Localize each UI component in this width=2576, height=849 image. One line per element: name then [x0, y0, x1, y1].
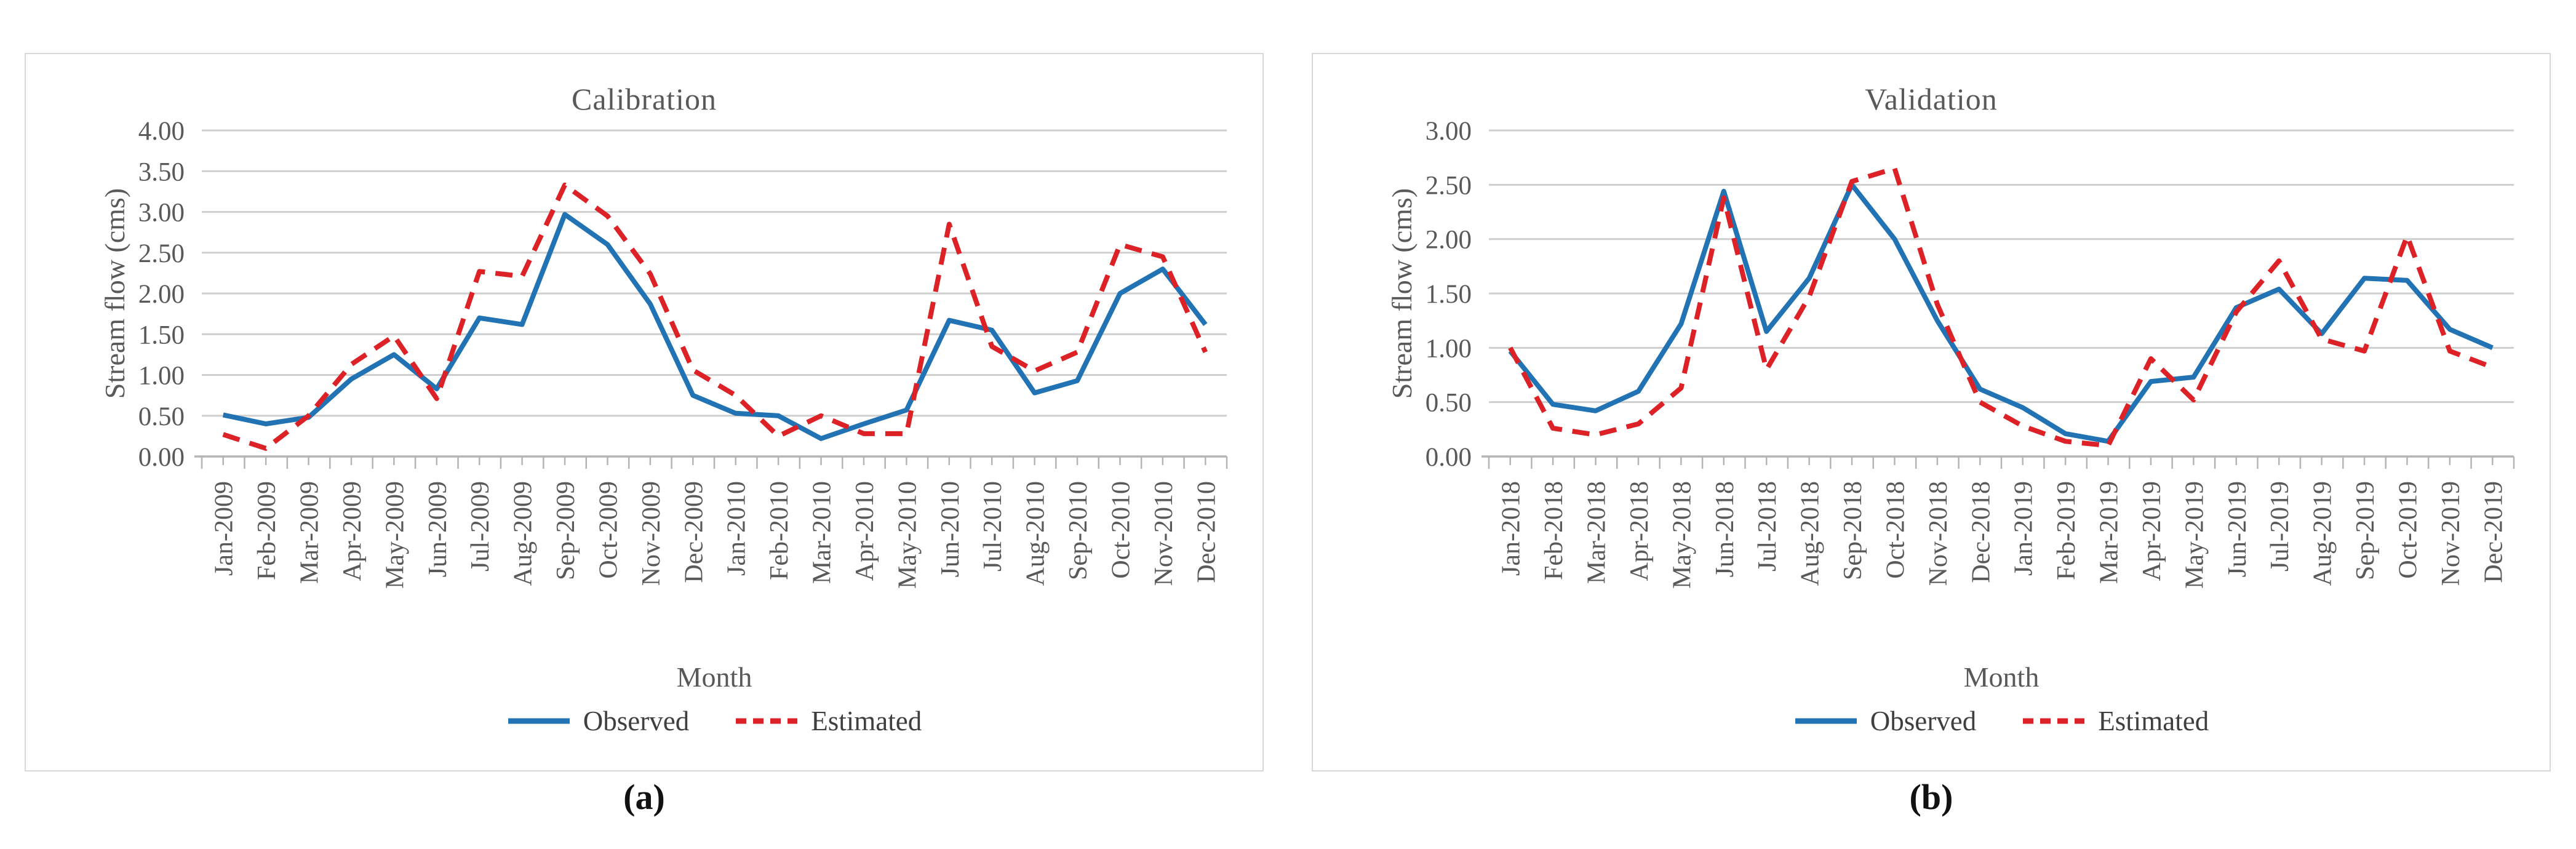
x-tick-label: Feb-2019	[2052, 481, 2081, 580]
series-line-estimated	[1508, 165, 2494, 448]
x-tick-label: Oct-2018	[1881, 481, 1910, 579]
y-tick-label: 1.50	[1426, 280, 1472, 309]
chart-title-validation: Validation	[1865, 82, 1998, 116]
x-tick-label: Jul-2010	[979, 481, 1007, 572]
x-tick-label: Jul-2019	[2266, 481, 2294, 572]
y-tick-label: 3.00	[1426, 117, 1472, 146]
x-tick-label: Dec-2018	[1967, 481, 1995, 583]
y-tick-label: 2.00	[138, 280, 185, 309]
x-tick-label: May-2019	[2180, 481, 2209, 589]
x-tick-label: Jan-2019	[2010, 481, 2038, 576]
x-tick-label: Jun-2010	[936, 481, 965, 577]
x-tick-label: May-2009	[381, 481, 409, 589]
plot-area-validation: 0.00 0.50 1.00 1.50 2.00 2.50 3.00 Jan-2018 Feb-…	[1426, 117, 2515, 589]
legend-validation: Observed Estimated	[1489, 705, 2514, 737]
legend-label-observed: Observed	[583, 706, 690, 736]
x-tick-label: Sep-2018	[1839, 481, 1867, 580]
y-tick-label: 2.50	[138, 239, 185, 268]
x-tick-label: Feb-2018	[1540, 481, 1568, 580]
plot-area-calibration: 0.00 0.50 1.00 1.50 2.00 2.50 3.00 3.50 4.00 Jan-…	[138, 117, 1228, 589]
x-tick-label: Aug-2009	[509, 481, 538, 586]
x-tick-label: Mar-2019	[2095, 481, 2124, 584]
estimated-line-swatch	[736, 718, 798, 724]
x-tick-label: Nov-2018	[1924, 481, 1953, 586]
x-tick-label: Jun-2018	[1711, 481, 1739, 577]
chart-title-calibration: Calibration	[572, 82, 717, 116]
x-tick-label: Oct-2010	[1107, 481, 1135, 579]
legend-item-observed: Observed	[1794, 705, 1976, 737]
x-tick-label: Mar-2009	[296, 481, 324, 584]
x-tick-label: Apr-2019	[2138, 481, 2166, 581]
x-tick-label: Sep-2009	[552, 481, 580, 580]
x-tick-label: Jul-2009	[466, 481, 495, 572]
y-tick-label: 1.00	[1426, 334, 1472, 363]
series-line-observed	[1508, 182, 2494, 444]
x-tick-label: Aug-2018	[1796, 481, 1825, 586]
y-tick-label: 3.50	[138, 157, 185, 186]
x-tick-label: Sep-2019	[2351, 481, 2380, 580]
x-tick-label: Nov-2009	[637, 481, 666, 586]
x-tick-label: Jan-2010	[723, 481, 751, 576]
y-tick-label: 0.50	[1426, 389, 1472, 418]
x-tick-label: Dec-2009	[680, 481, 708, 583]
x-tick-label: Oct-2009	[594, 481, 623, 579]
x-axis-title-validation: Month	[1963, 661, 2040, 693]
x-tick-label: Jun-2009	[424, 481, 452, 577]
y-tick-label: 1.00	[138, 362, 185, 391]
x-tick-label: Feb-2010	[765, 481, 794, 580]
x-tick-label: Nov-2010	[1150, 481, 1178, 586]
x-tick-label: Aug-2019	[2309, 481, 2337, 586]
x-tick-label: Mar-2010	[808, 481, 837, 584]
x-tick-label: Dec-2019	[2479, 481, 2508, 583]
x-tick-label: Dec-2010	[1192, 481, 1221, 583]
observed-line-swatch	[1795, 718, 1857, 724]
legend-item-estimated: Estimated	[735, 705, 922, 737]
x-tick-label: Jan-2018	[1497, 481, 1526, 576]
legend-item-observed: Observed	[507, 705, 689, 737]
x-tick-label: Apr-2018	[1625, 481, 1654, 581]
y-tick-label: 1.50	[138, 321, 185, 349]
legend-label-observed: Observed	[1870, 706, 1977, 736]
series-line-observed	[222, 212, 1208, 441]
y-tick-label: 0.00	[1426, 443, 1472, 472]
y-tick-label: 3.00	[138, 199, 185, 228]
x-tick-label: Aug-2010	[1022, 481, 1050, 586]
x-tick-label: Oct-2019	[2394, 481, 2422, 579]
caption-a: (a)	[623, 777, 665, 817]
calibration-panel: Calibration Stream flow (cms) 0.00 0.50 1.…	[25, 53, 1264, 771]
x-tick-label: Apr-2010	[851, 481, 879, 581]
x-tick-label: Jul-2018	[1753, 481, 1782, 572]
y-tick-label: 0.00	[138, 443, 185, 472]
legend-label-estimated: Estimated	[2098, 706, 2209, 736]
legend-item-estimated: Estimated	[2022, 705, 2209, 737]
estimated-line-swatch	[2023, 718, 2085, 724]
x-tick-label: Apr-2009	[338, 481, 367, 581]
series-line-estimated	[222, 182, 1208, 451]
x-tick-label: May-2010	[893, 481, 922, 589]
x-tick-label: Mar-2018	[1583, 481, 1611, 584]
caption-b: (b)	[1909, 777, 1953, 817]
y-tick-label: 4.00	[138, 117, 185, 146]
x-tick-label: Sep-2010	[1064, 481, 1093, 580]
y-tick-label: 2.50	[1426, 171, 1472, 200]
legend-calibration: Observed Estimated	[202, 705, 1227, 737]
legend-label-estimated: Estimated	[811, 706, 922, 736]
y-tick-label: 2.00	[1426, 226, 1472, 255]
x-tick-label: Nov-2019	[2437, 481, 2465, 586]
x-tick-label: Feb-2009	[253, 481, 281, 580]
x-tick-label: Jan-2009	[210, 481, 239, 576]
x-axis-title-calibration: Month	[676, 661, 752, 693]
observed-line-swatch	[508, 718, 570, 724]
x-tick-label: Jun-2019	[2223, 481, 2252, 577]
validation-panel: Validation Stream flow (cms) 0.00 0.50 1.0…	[1312, 53, 2551, 771]
y-tick-label: 0.50	[138, 402, 185, 431]
x-tick-label: May-2018	[1668, 481, 1696, 589]
